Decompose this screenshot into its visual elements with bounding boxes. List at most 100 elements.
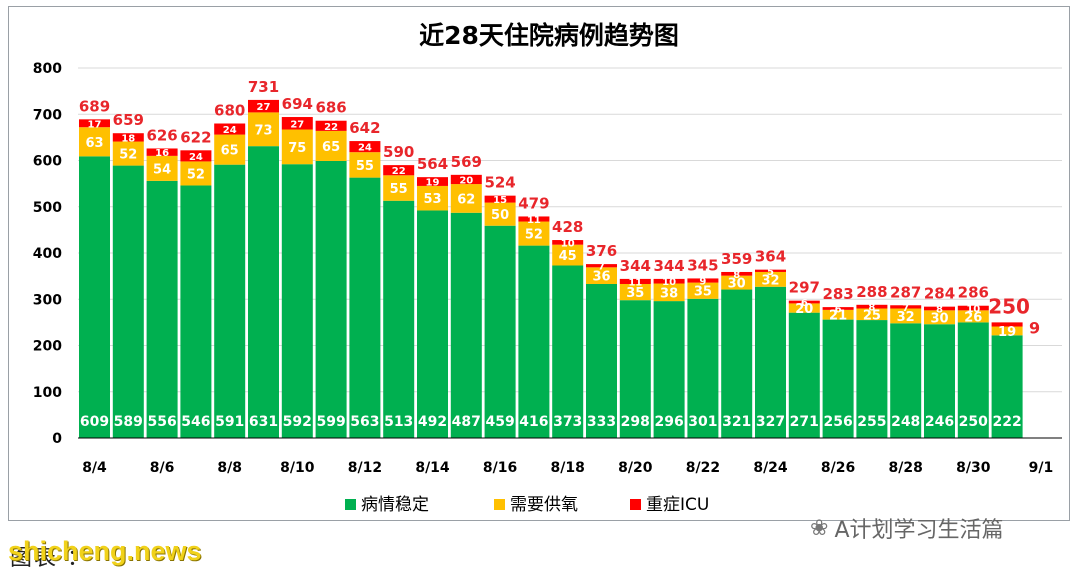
bar-segment-oxygen: [112, 141, 144, 166]
bar-segment-icu: [957, 305, 989, 311]
stable-value-label: 487: [452, 414, 481, 430]
icu-value-label: 24: [223, 125, 237, 136]
chart-caption: 图表 ：: [10, 546, 91, 571]
oxygen-value-label: 36: [592, 270, 610, 285]
bar-segment-oxygen: [856, 308, 888, 321]
bar-segment-oxygen: [484, 202, 516, 226]
bar-segment-stable: [518, 245, 550, 438]
total-value-label: 359: [721, 250, 752, 268]
y-tick-label: 600: [33, 154, 62, 170]
stable-value-label: 599: [316, 414, 345, 430]
wechat-icon: ❀: [810, 515, 829, 541]
icu-value-label: 27: [257, 102, 271, 113]
stable-value-label: 321: [722, 414, 751, 430]
stable-value-label: 556: [147, 414, 176, 430]
icu-value-label: 19: [426, 178, 440, 189]
x-tick-label: 9/1: [1029, 460, 1054, 476]
bar-segment-oxygen: [180, 161, 212, 186]
oxygen-value-label: 52: [525, 228, 543, 243]
bar-segment-oxygen: [890, 308, 922, 324]
bar-segment-stable: [890, 323, 922, 438]
icu-value-label: 8: [936, 305, 943, 316]
icu-value-label: 6: [801, 298, 808, 309]
bar-segment-stable: [281, 164, 313, 438]
bar-segment-oxygen: [586, 267, 617, 284]
oxygen-value-label: 52: [187, 167, 205, 182]
icu-value-label: 15: [493, 195, 507, 206]
bar-segment-stable: [349, 177, 381, 439]
bar-segment-icu: [383, 165, 415, 176]
bar-segment-oxygen: [79, 127, 110, 157]
x-tick-label: 8/20: [618, 460, 653, 476]
oxygen-value-label: 62: [457, 192, 475, 207]
icu-value-label: 17: [88, 119, 102, 130]
icu-value-label: 10: [561, 238, 575, 249]
bar-segment-icu: [214, 123, 246, 135]
bar-segment-oxygen: [788, 303, 820, 313]
bar-segment-stable: [856, 320, 888, 438]
bar-segment-stable: [924, 324, 955, 438]
oxygen-value-label: 35: [694, 285, 712, 300]
stable-value-label: 248: [891, 414, 920, 430]
total-value-label: 564: [417, 155, 448, 173]
bar-segment-stable: [248, 146, 279, 438]
stable-value-label: 373: [553, 414, 582, 430]
total-value-label: 686: [315, 99, 346, 117]
total-value-label: 250: [988, 294, 1030, 318]
oxygen-value-label: 25: [863, 308, 881, 323]
bar-segment-oxygen: [687, 282, 719, 299]
stable-value-label: 631: [249, 414, 278, 430]
bar-segment-icu: [112, 133, 144, 142]
icu-value-label: 10: [662, 277, 676, 288]
stable-value-label: 222: [992, 414, 1021, 430]
x-tick-label: 8/28: [889, 460, 923, 476]
oxygen-value-label: 75: [288, 141, 306, 156]
stable-value-label: 296: [654, 414, 683, 430]
bar-segment-icu: [450, 174, 482, 185]
total-value-label: 283: [822, 285, 853, 303]
icu-value-label: 7: [598, 262, 605, 273]
bar-segment-icu: [890, 305, 922, 309]
stable-value-label: 563: [350, 414, 379, 430]
stable-value-label: 298: [621, 414, 650, 430]
oxygen-value-label: 55: [356, 159, 374, 174]
stable-value-label: 250: [959, 414, 988, 430]
bar-segment-icu: [586, 264, 617, 268]
icu-value-label: 24: [358, 143, 372, 154]
icu-value-label: 11: [527, 215, 541, 226]
oxygen-value-label: 65: [221, 144, 239, 159]
oxygen-value-label: 52: [119, 148, 137, 163]
bar-segment-stable: [315, 160, 347, 438]
bar-segment-stable: [552, 265, 584, 438]
icu-value-label: 8: [733, 270, 740, 281]
bar-segment-stable: [822, 319, 854, 438]
stable-value-label: 301: [688, 414, 717, 430]
oxygen-value-label: 55: [390, 182, 408, 197]
legend-swatch: [345, 499, 356, 510]
bar-segment-icu: [788, 300, 820, 304]
chart-title: 近28天住院病例趋势图: [419, 21, 679, 50]
bar-segment-icu: [417, 177, 448, 186]
site-watermark: shicheng.news: [8, 536, 202, 566]
bar-segment-icu: [349, 141, 381, 153]
account-name: A计划学习生活篇: [834, 518, 1004, 543]
bar-segment-oxygen: [619, 283, 651, 301]
bar-segment-stable: [450, 212, 482, 438]
y-tick-label: 400: [33, 246, 62, 262]
total-value-label: 524: [484, 174, 515, 192]
stable-value-label: 256: [823, 414, 852, 430]
total-value-label: 286: [958, 284, 989, 302]
oxygen-value-label: 32: [897, 310, 915, 325]
bar-segment-oxygen: [552, 244, 584, 266]
total-value-label: 287: [890, 283, 921, 301]
bar-segment-oxygen: [721, 275, 753, 290]
bar-segment-oxygen: [349, 152, 381, 178]
bar-segment-oxygen: [383, 175, 415, 201]
icu-value-label: 11: [628, 277, 642, 288]
icu-value-label: 16: [155, 148, 169, 159]
oxygen-value-label: 26: [964, 310, 982, 325]
stable-value-label: 416: [519, 414, 548, 430]
total-value-label: 288: [856, 283, 887, 301]
x-tick-label: 8/22: [686, 460, 720, 476]
total-value-label: 642: [349, 119, 380, 137]
